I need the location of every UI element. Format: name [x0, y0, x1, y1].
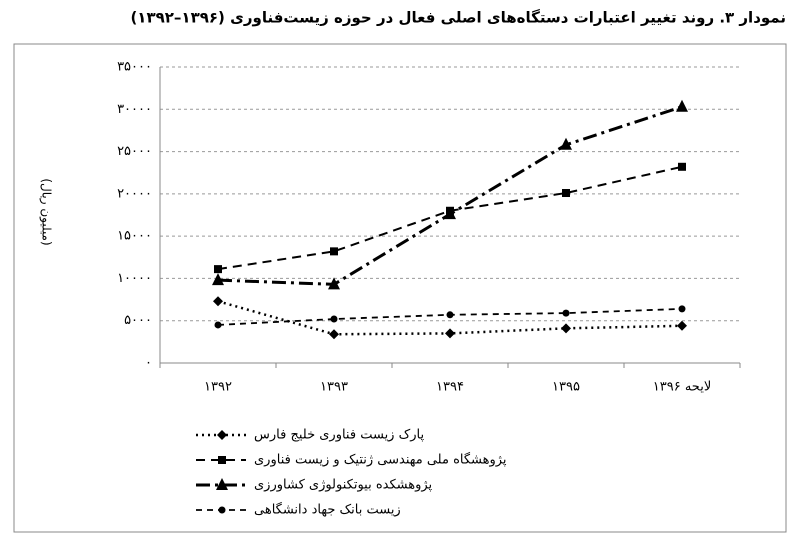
y-tick-label: ۰: [145, 356, 152, 371]
legend-label: پارک زیست فناوری خلیج فارس: [254, 428, 424, 443]
legend-label: پژوهشکده بیوتکنولوژی کشاورزی: [254, 478, 433, 493]
marker: [445, 328, 455, 339]
marker: [446, 311, 454, 319]
legend-label: پژوهشگاه ملی مهندسی ژنتیک و زیست فناوری: [254, 452, 507, 468]
y-tick-label: ۱۵۰۰۰: [117, 229, 152, 244]
marker: [560, 137, 572, 150]
series-line: [217, 105, 683, 286]
y-tick-label: ۲۵۰۰۰: [117, 144, 152, 159]
marker: [562, 309, 570, 317]
marker: [218, 506, 226, 514]
marker: [329, 329, 339, 340]
y-axis-label: (میلیون ریال): [39, 178, 54, 245]
chart-title: نمودار ۳. روند تغییر اعتبارات دستگاه‌های…: [130, 9, 786, 27]
x-tick-label: لایحه ۱۳۹۶: [653, 380, 711, 395]
marker: [214, 265, 222, 274]
series-line: [217, 300, 683, 336]
marker: [562, 189, 570, 198]
marker: [676, 99, 688, 112]
marker: [678, 305, 686, 313]
marker: [218, 456, 226, 464]
chart-frame: [13, 43, 787, 533]
y-tick-label: ۱۰۰۰۰: [117, 271, 152, 286]
marker: [677, 320, 687, 331]
y-tick-label: ۵۰۰۰: [124, 313, 152, 328]
marker: [216, 478, 228, 490]
y-tick-label: ۳۵۰۰۰: [117, 60, 152, 75]
x-tick-label: ۱۳۹۲: [204, 380, 232, 395]
marker: [678, 162, 686, 171]
marker: [328, 277, 340, 290]
marker: [330, 247, 338, 256]
marker: [217, 430, 227, 440]
x-tick-label: ۱۳۹۵: [552, 380, 580, 395]
marker: [213, 296, 223, 307]
marker: [212, 273, 224, 286]
marker: [330, 315, 338, 323]
marker: [214, 321, 222, 329]
marker: [444, 207, 456, 220]
y-tick-label: ۳۰۰۰۰: [117, 102, 152, 117]
marker: [561, 323, 571, 334]
x-tick-label: ۱۳۹۴: [436, 380, 464, 395]
y-tick-label: ۲۰۰۰۰: [117, 186, 152, 201]
legend-label: زیست بانک جهاد دانشگاهی: [254, 502, 401, 518]
x-tick-label: ۱۳۹۳: [320, 380, 348, 395]
